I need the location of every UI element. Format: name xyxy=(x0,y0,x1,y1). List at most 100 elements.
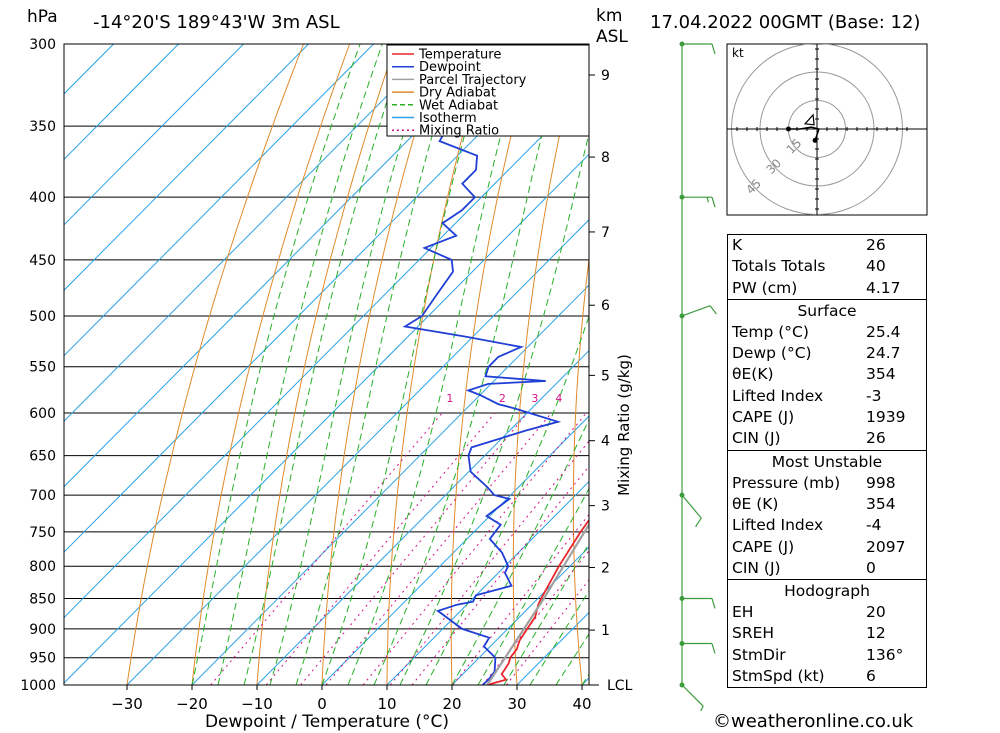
surface-row: Lifted Index -3 xyxy=(728,386,926,407)
mu-row: Pressure (mb) 998 xyxy=(728,473,926,494)
mixing-ratio-label: 4 xyxy=(555,392,562,405)
x-tick-label: 20 xyxy=(442,695,461,713)
hodo-label: StmDir xyxy=(732,645,786,664)
legend-label: Wet Adiabat xyxy=(419,98,498,113)
surface-label: CIN (J) xyxy=(732,429,781,448)
mu-value: 0 xyxy=(866,558,876,577)
mixing-ratio-label: 10 xyxy=(633,392,647,405)
legend-label: Mixing Ratio xyxy=(419,124,499,139)
pressure-tick-label: 900 xyxy=(29,622,56,638)
wet-adiabat-line xyxy=(529,589,589,685)
top-value: 40 xyxy=(866,257,886,276)
pressure-tick-label: 800 xyxy=(29,559,56,575)
hodo-label: EH xyxy=(732,603,754,622)
pressure-tick-label: 650 xyxy=(29,449,56,465)
isotherm-line xyxy=(321,415,589,685)
legend-label: Parcel Trajectory xyxy=(419,73,527,88)
surface-value: -3 xyxy=(866,386,882,405)
surface-value: 1939 xyxy=(866,408,906,427)
wind-barb xyxy=(679,682,704,712)
isotherm-line xyxy=(64,44,244,226)
isotherm-line xyxy=(64,44,569,553)
pressure-tick-label: 950 xyxy=(29,651,56,667)
top-label: K xyxy=(732,236,743,254)
isotherm-line xyxy=(256,349,589,685)
km-tick-label: 6 xyxy=(601,298,610,314)
pressure-tick-label: 600 xyxy=(29,406,56,422)
dry-adiabat-line xyxy=(572,255,589,685)
wet-adiabat-line xyxy=(399,131,589,685)
isotherm-line xyxy=(126,219,589,685)
surface-row: Temp (°C) 25.4 xyxy=(728,322,926,343)
mu-row: θE (K) 354 xyxy=(728,494,926,515)
mixing-ratio-line xyxy=(411,465,589,685)
dry-adiabat-line xyxy=(512,44,581,685)
wet-adiabat-line xyxy=(191,44,361,685)
isotherm-line xyxy=(64,153,589,684)
surface-value: 24.7 xyxy=(866,344,901,363)
surface-label: Dewp (°C) xyxy=(732,344,812,363)
km-tick-label: 3 xyxy=(601,499,610,515)
isotherm-line xyxy=(64,44,114,95)
mu-label: Pressure (mb) xyxy=(732,473,841,492)
x-tick-label: 30 xyxy=(507,695,526,713)
isotherm-line xyxy=(451,546,589,685)
mixing-ratio-line xyxy=(265,412,496,685)
mu-label: CIN (J) xyxy=(732,558,781,577)
x-axis-label: Dewpoint / Temperature (°C) xyxy=(205,712,449,732)
dry-adiabat-line xyxy=(321,44,443,685)
mu-row: CIN (J) 0 xyxy=(728,558,926,579)
temperature-profile xyxy=(486,518,589,685)
credit-text: ©weatheronline.co.uk xyxy=(713,711,914,732)
mixing-ratio-label: 2 xyxy=(499,392,506,405)
mu-value: 998 xyxy=(866,473,896,492)
surface-label: Temp (°C) xyxy=(732,322,809,341)
hodograph-point xyxy=(786,126,791,132)
wind-barb xyxy=(679,595,716,609)
dry-adiabat-line xyxy=(126,44,304,685)
km-tick-label: 5 xyxy=(601,368,610,384)
surface-row: θE(K) 354 xyxy=(728,364,926,385)
wind-barb xyxy=(679,492,702,528)
pressure-tick-label: 1000 xyxy=(20,678,56,694)
top-row: Totals Totals 40 xyxy=(728,256,926,277)
surface-value: 354 xyxy=(866,365,896,384)
wet-adiabat-line xyxy=(321,44,491,685)
isotherm-line xyxy=(64,44,504,488)
hodo-row: StmDir 136° xyxy=(728,645,926,666)
x-tick-label: 0 xyxy=(317,695,327,713)
surface-value: 25.4 xyxy=(866,322,901,341)
dry-adiabat-line xyxy=(947,44,1000,685)
hodo-row: StmSpd (kt) 6 xyxy=(728,666,926,687)
dry-adiabat-line xyxy=(191,44,351,685)
mu-label: Lifted Index xyxy=(732,516,824,535)
legend-label: Temperature xyxy=(418,48,501,63)
isotherm-line xyxy=(64,88,589,619)
hodo-row: EH 20 xyxy=(728,602,926,623)
hodo-value: 20 xyxy=(866,603,886,622)
storm-motion-marker xyxy=(803,113,815,126)
mixing-ratio-label: 15 xyxy=(671,392,685,405)
wind-barb xyxy=(679,41,716,55)
x-tick-label: −30 xyxy=(111,695,143,713)
km-tick-label: 1 xyxy=(601,623,610,639)
mu-value: 2097 xyxy=(866,537,906,556)
isotherm-line xyxy=(64,44,374,357)
surface-row: Dewp (°C) 24.7 xyxy=(728,343,926,364)
wind-barb xyxy=(679,305,717,319)
dry-adiabat-line xyxy=(256,44,397,685)
km-tick-label: 4 xyxy=(601,434,610,450)
wind-barb xyxy=(679,640,716,654)
mu-value: -4 xyxy=(866,516,882,535)
x-tick-label: −10 xyxy=(241,695,273,713)
parcel-trajectory xyxy=(486,522,589,685)
pressure-tick-label: 700 xyxy=(29,488,56,504)
pressure-tick-label: 350 xyxy=(29,119,56,135)
wet-adiabat-line xyxy=(269,44,432,685)
lcl-label: LCL xyxy=(607,678,633,694)
pressure-tick-label: 450 xyxy=(29,253,56,269)
pressure-unit-label: hPa xyxy=(27,7,58,27)
km-tick-label: 2 xyxy=(601,561,610,577)
hodo-value: 136° xyxy=(866,645,904,664)
wet-adiabat-line xyxy=(451,418,589,685)
